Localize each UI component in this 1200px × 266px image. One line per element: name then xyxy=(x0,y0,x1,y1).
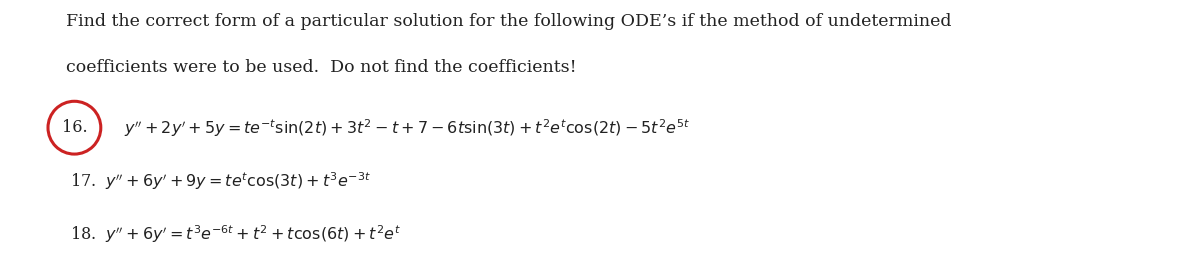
Text: 16.: 16. xyxy=(61,119,88,136)
Text: 17.  $y'' + 6y' + 9y = te^{t}\cos(3t) + t^3e^{-3t}$: 17. $y'' + 6y' + 9y = te^{t}\cos(3t) + t… xyxy=(70,170,371,192)
Text: Find the correct form of a particular solution for the following ODE’s if the me: Find the correct form of a particular so… xyxy=(66,13,952,30)
Text: $y'' + 2y' + 5y = te^{-t}\sin(2t) + 3t^2 - t + 7 - 6t\sin(3t) + t^2e^{t}\cos(2t): $y'' + 2y' + 5y = te^{-t}\sin(2t) + 3t^2… xyxy=(124,117,690,139)
Text: 18.  $y'' + 6y' = t^3e^{-6t} + t^2 + t\cos(6t) + t^2e^{t}$: 18. $y'' + 6y' = t^3e^{-6t} + t^2 + t\co… xyxy=(70,223,401,245)
Text: coefficients were to be used.  Do not find the coefficients!: coefficients were to be used. Do not fin… xyxy=(66,59,577,76)
